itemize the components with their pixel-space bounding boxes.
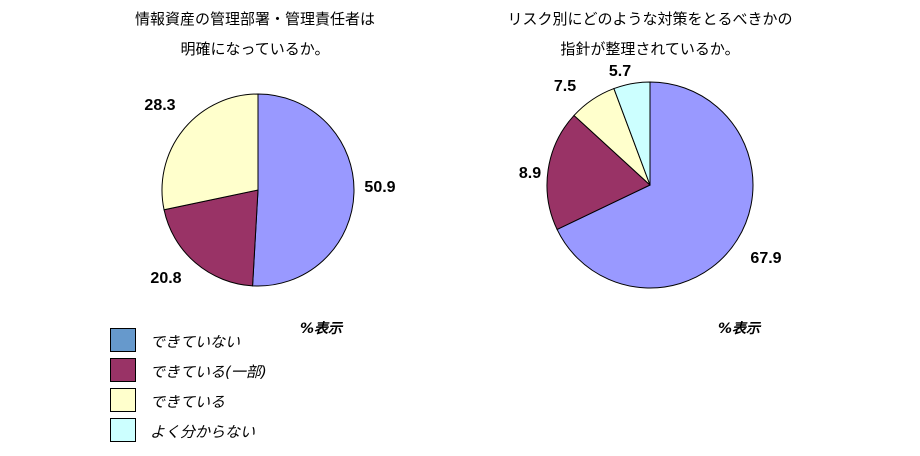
legend-swatch bbox=[110, 328, 136, 352]
legend-swatch bbox=[110, 358, 136, 382]
chart-1-title-line-1: 情報資産の管理部署・管理責任者は bbox=[134, 10, 375, 28]
chart-1-slice-2 bbox=[163, 189, 259, 287]
chart-2-title-line-2: 指針が整理されているか。 bbox=[560, 40, 740, 58]
chart-1-slice-2-label: 20.8 bbox=[150, 270, 181, 287]
chart-2-slice-1-label: 67.9 bbox=[750, 250, 781, 267]
chart-2-title-line-1: リスク別にどのような対策をとるべきかの bbox=[507, 10, 793, 28]
chart-2-slice-4 bbox=[613, 81, 651, 186]
legend-swatch bbox=[110, 388, 136, 412]
chart-2-slice-3-label: 7.5 bbox=[554, 78, 576, 95]
legend-label: よく分からない bbox=[150, 423, 256, 441]
chart-1-percent-note: %表示 bbox=[300, 321, 343, 337]
chart-2-slice-4-label: 5.7 bbox=[609, 63, 631, 80]
chart-2-percent-note: %表示 bbox=[718, 321, 761, 337]
legend-label: できている bbox=[150, 393, 226, 411]
chart-2-title: リスク別にどのような対策をとるべきかの 指針が整理されているか。 bbox=[460, 4, 840, 64]
chart-2-slice-1 bbox=[556, 81, 754, 289]
chart-1-slice-3-label: 28.3 bbox=[144, 97, 175, 114]
chart-1-slice-3 bbox=[161, 93, 259, 211]
chart-1-slice-1 bbox=[252, 93, 355, 287]
chart-1-title: 情報資産の管理部署・管理責任者は 明確になっているか。 bbox=[70, 4, 440, 64]
legend-label: できている(一部) bbox=[150, 363, 267, 381]
chart-2-slice-2-label: 8.9 bbox=[519, 165, 541, 182]
chart-2-slice-2 bbox=[546, 114, 651, 231]
legend-swatch bbox=[110, 418, 136, 442]
chart-1-title-line-2: 明確になっているか。 bbox=[180, 40, 330, 58]
chart-1-slice-1-label: 50.9 bbox=[364, 179, 395, 196]
legend-label: できていない bbox=[150, 333, 241, 351]
